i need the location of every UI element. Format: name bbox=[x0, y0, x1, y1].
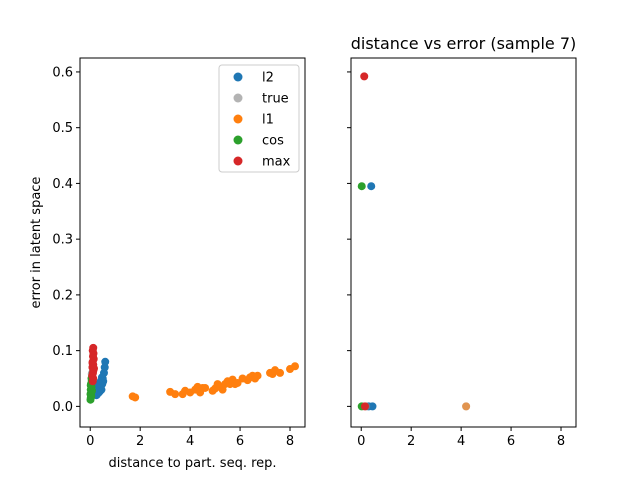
legend-label-l1: l1 bbox=[262, 113, 274, 128]
legend-marker-true bbox=[233, 93, 243, 103]
y-tick-label: 0.6 bbox=[52, 65, 73, 80]
point-l2 bbox=[95, 379, 104, 388]
x-tick-label: 4 bbox=[186, 434, 194, 449]
left-x-ticks: 0 2 4 6 8 bbox=[86, 427, 294, 449]
point-l1 bbox=[201, 383, 210, 392]
left-axes-frame bbox=[79, 57, 306, 428]
right-axes: 0 2 4 6 8 distance vs error (sample 7) bbox=[347, 34, 577, 449]
x-tick-label: 8 bbox=[557, 434, 565, 449]
left-x-axis-label: distance to part. seq. rep. bbox=[108, 456, 276, 471]
y-tick-label: 0.0 bbox=[52, 400, 73, 415]
point-max bbox=[360, 402, 369, 411]
point-cos bbox=[357, 182, 366, 191]
legend-marker-l2 bbox=[233, 72, 243, 82]
left-legend: l2 true l1 cos max bbox=[218, 64, 300, 173]
point-max bbox=[360, 72, 369, 81]
point-l1 bbox=[462, 402, 471, 411]
right-chart-title: distance vs error (sample 7) bbox=[351, 34, 577, 53]
y-tick-label: 0.3 bbox=[52, 233, 73, 248]
left-y-axis-label: error in latent space bbox=[29, 177, 44, 309]
x-tick-label: 6 bbox=[236, 434, 244, 449]
x-tick-label: 4 bbox=[457, 434, 465, 449]
point-l1 bbox=[291, 362, 300, 371]
legend-label-true: true bbox=[262, 92, 289, 107]
legend-marker-cos bbox=[233, 135, 243, 145]
x-tick-label: 0 bbox=[357, 434, 365, 449]
point-l2 bbox=[367, 182, 376, 191]
legend-marker-l1 bbox=[233, 114, 243, 124]
point-l1 bbox=[131, 393, 140, 402]
y-tick-label: 0.2 bbox=[52, 288, 73, 303]
right-axes-frame bbox=[350, 57, 577, 428]
point-l2 bbox=[101, 357, 110, 366]
point-max bbox=[89, 364, 98, 373]
y-tick-label: 0.4 bbox=[52, 177, 73, 192]
x-tick-label: 6 bbox=[507, 434, 515, 449]
legend-frame bbox=[218, 64, 300, 173]
point-max bbox=[89, 343, 98, 352]
y-tick-label: 0.5 bbox=[52, 121, 73, 136]
legend-marker-max bbox=[233, 156, 243, 166]
left-y-ticks: 0.0 0.1 0.2 0.3 0.4 0.5 0.6 bbox=[52, 65, 80, 415]
right-plot-points bbox=[357, 72, 471, 411]
legend-label-cos: cos bbox=[262, 134, 284, 149]
x-tick-label: 8 bbox=[286, 434, 294, 449]
legend-label-max: max bbox=[262, 155, 291, 170]
y-tick-label: 0.1 bbox=[52, 344, 73, 359]
point-l1 bbox=[276, 368, 285, 377]
left-axes: 0 2 4 6 8 0.0 0.1 0.2 0.3 0.4 0.5 0.6 distance to … bbox=[29, 57, 306, 471]
right-y-ticks bbox=[347, 71, 351, 407]
x-tick-label: 2 bbox=[407, 434, 415, 449]
legend-label-l2: l2 bbox=[262, 71, 274, 86]
x-tick-label: 0 bbox=[86, 434, 94, 449]
point-l1 bbox=[253, 371, 262, 380]
right-x-ticks: 0 2 4 6 8 bbox=[357, 427, 565, 449]
x-tick-label: 2 bbox=[136, 434, 144, 449]
point-l1 bbox=[171, 390, 180, 399]
left-plot-points bbox=[86, 343, 300, 404]
